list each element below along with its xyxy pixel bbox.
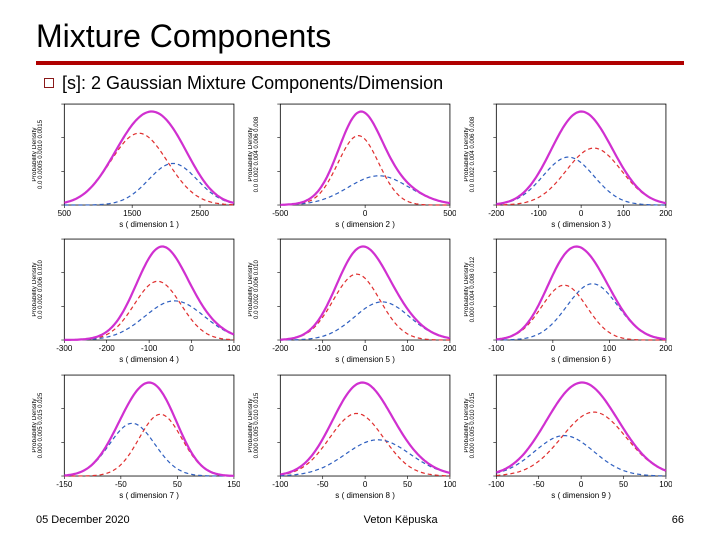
chart-panel-6: -100 0 100 200 s ( dimension 6 ) 0.000 0.004 … — [464, 233, 672, 364]
svg-text:s ( dimension 9 ): s ( dimension 9 ) — [551, 491, 611, 500]
svg-text:-100: -100 — [488, 480, 505, 489]
svg-text:0.000 0.004 0.008 0.012: 0.000 0.004 0.008 0.012 — [470, 256, 476, 322]
footer: 05 December 2020 Veton Këpuska 66 — [36, 514, 684, 526]
svg-text:0.0 0.002 0.006 0.010: 0.0 0.002 0.006 0.010 — [38, 260, 44, 319]
svg-text:-200: -200 — [99, 344, 116, 353]
svg-text:s ( dimension 4 ): s ( dimension 4 ) — [119, 355, 179, 364]
svg-text:0: 0 — [579, 209, 584, 218]
chart-panel-1: 500 1500 2500 s ( dimension 1 ) 0.0 0.0005 0… — [32, 98, 240, 229]
svg-text:-300: -300 — [56, 344, 73, 353]
svg-text:0: 0 — [363, 209, 368, 218]
svg-text:100: 100 — [227, 344, 240, 353]
svg-text:0.0 0.002 0.004 0.006 0.008: 0.0 0.002 0.004 0.006 0.008 — [254, 116, 260, 192]
svg-text:-50: -50 — [115, 480, 127, 489]
slide-subtitle: [s]: 2 Gaussian Mixture Components/Dimen… — [44, 73, 684, 94]
svg-text:s ( dimension 5 ): s ( dimension 5 ) — [335, 355, 395, 364]
chart-panel-2: -500 0 500 s ( dimension 2 ) 0.0 0.002 0.004… — [248, 98, 456, 229]
svg-text:s ( dimension 3 ): s ( dimension 3 ) — [551, 220, 611, 229]
svg-text:0.0 0.002 0.006 0.010: 0.0 0.002 0.006 0.010 — [254, 260, 260, 319]
svg-text:100: 100 — [443, 480, 456, 489]
svg-text:-50: -50 — [533, 480, 545, 489]
svg-text:0.000 0.005 0.015 0.025: 0.000 0.005 0.015 0.025 — [38, 392, 44, 458]
footer-author: Veton Këpuska — [364, 514, 438, 526]
svg-text:1500: 1500 — [123, 209, 141, 218]
svg-text:Probability Density: Probability Density — [248, 397, 254, 452]
svg-text:Probability Density: Probability Density — [248, 262, 254, 317]
chart-grid: 50015002500s ( dimension 1 )0.0 0.0005 0… — [32, 98, 672, 498]
svg-text:200: 200 — [659, 209, 672, 218]
subtitle-text: [s]: 2 Gaussian Mixture Components/Dimen… — [62, 73, 443, 93]
svg-text:-500: -500 — [272, 209, 289, 218]
slide: Mixture Components [s]: 2 Gaussian Mixtu… — [0, 0, 720, 540]
svg-text:500: 500 — [58, 209, 72, 218]
svg-text:Probability Density: Probability Density — [32, 397, 38, 452]
svg-text:s ( dimension 2 ): s ( dimension 2 ) — [335, 220, 395, 229]
svg-text:200: 200 — [443, 344, 456, 353]
chart-panel-9: -100 -50 0 50 100 s ( dimension 9 ) 0.000 0.00… — [464, 369, 672, 500]
svg-text:-150: -150 — [56, 480, 73, 489]
title-rule — [36, 61, 684, 65]
svg-text:0: 0 — [363, 480, 368, 489]
footer-page: 66 — [672, 514, 684, 526]
svg-text:100: 100 — [617, 209, 631, 218]
svg-text:0.0 0.002 0.004 0.006 0.008: 0.0 0.002 0.004 0.006 0.008 — [470, 116, 476, 192]
svg-text:50: 50 — [619, 480, 628, 489]
slide-title: Mixture Components — [36, 18, 684, 55]
svg-text:Probability Density: Probability Density — [32, 127, 38, 182]
svg-text:100: 100 — [401, 344, 415, 353]
svg-text:-200: -200 — [272, 344, 289, 353]
svg-text:0: 0 — [189, 344, 194, 353]
svg-text:-100: -100 — [488, 344, 505, 353]
chart-panel-3: -200 -100 0 100 200 s ( dimension 3 ) 0.0 0.00… — [464, 98, 672, 229]
svg-text:s ( dimension 7 ): s ( dimension 7 ) — [119, 491, 179, 500]
svg-text:-50: -50 — [317, 480, 329, 489]
svg-text:50: 50 — [403, 480, 412, 489]
svg-text:s ( dimension 8 ): s ( dimension 8 ) — [335, 491, 395, 500]
svg-text:Probability Density: Probability Density — [464, 127, 470, 182]
svg-text:-200: -200 — [488, 209, 505, 218]
svg-text:0: 0 — [363, 344, 368, 353]
svg-text:0: 0 — [551, 344, 556, 353]
svg-text:Probability Density: Probability Density — [464, 262, 470, 317]
svg-text:2500: 2500 — [191, 209, 209, 218]
chart-panel-4: -300 -200 -100 0 100 s ( dimension 4 ) 0.0 0.0… — [32, 233, 240, 364]
footer-date: 05 December 2020 — [36, 514, 130, 526]
svg-text:-100: -100 — [531, 209, 548, 218]
svg-text:s ( dimension 6 ): s ( dimension 6 ) — [551, 355, 611, 364]
svg-text:Probability Density: Probability Density — [464, 397, 470, 452]
svg-text:-100: -100 — [315, 344, 332, 353]
chart-panel-5: -200 -100 0 100 200 s ( dimension 5 ) 0.0 0.00… — [248, 233, 456, 364]
svg-text:-100: -100 — [272, 480, 289, 489]
svg-text:-100: -100 — [141, 344, 158, 353]
svg-text:150: 150 — [227, 480, 240, 489]
svg-text:0.0 0.0005 0.0010 0.0015: 0.0 0.0005 0.0010 0.0015 — [38, 119, 44, 189]
svg-text:Probability Density: Probability Density — [248, 127, 254, 182]
svg-text:0: 0 — [579, 480, 584, 489]
svg-text:0.000 0.005 0.010 0.015: 0.000 0.005 0.010 0.015 — [254, 392, 260, 458]
svg-text:500: 500 — [443, 209, 456, 218]
chart-panel-7: -150 -50 50 150 s ( dimension 7 ) 0.000 0.005… — [32, 369, 240, 500]
svg-text:200: 200 — [659, 344, 672, 353]
svg-text:s ( dimension 1 ): s ( dimension 1 ) — [119, 220, 179, 229]
bullet-icon — [44, 78, 54, 88]
svg-text:0.000 0.005 0.010 0.015: 0.000 0.005 0.010 0.015 — [470, 392, 476, 458]
svg-text:Probability Density: Probability Density — [32, 262, 38, 317]
svg-text:100: 100 — [659, 480, 672, 489]
svg-text:100: 100 — [603, 344, 617, 353]
chart-panel-8: -100 -50 0 50 100 s ( dimension 8 ) 0.000 0.00… — [248, 369, 456, 500]
svg-text:50: 50 — [173, 480, 182, 489]
